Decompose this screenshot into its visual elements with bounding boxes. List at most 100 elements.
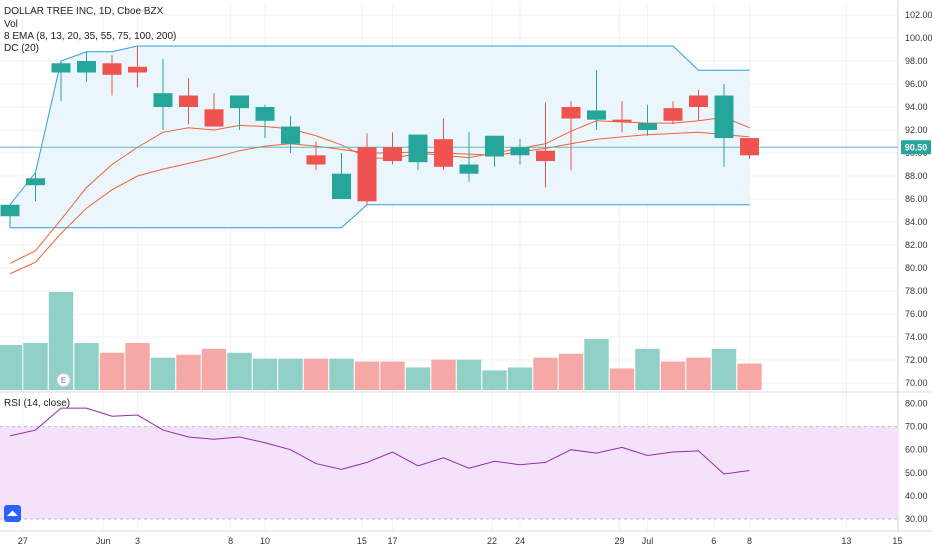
candle-body — [306, 155, 326, 165]
candle-body — [536, 150, 555, 162]
candle-body — [510, 147, 530, 156]
time-tick-label: 10 — [260, 536, 270, 546]
earnings-marker-label: E — [61, 376, 66, 385]
volume-bar — [125, 342, 150, 390]
volume-bar — [227, 352, 252, 390]
price-tick-label: 88.00 — [905, 171, 928, 181]
candle-body — [434, 139, 453, 167]
volume-bar — [0, 344, 23, 390]
rsi-tick-label: 40.00 — [905, 491, 928, 501]
candle-body — [0, 204, 20, 217]
volume-bar — [99, 352, 125, 390]
candle-body — [689, 95, 708, 107]
candle-body — [102, 63, 122, 75]
price-tick-label: 82.00 — [905, 240, 928, 250]
candle-body — [51, 63, 71, 73]
time-tick-label: 27 — [18, 536, 28, 546]
volume-bar — [150, 357, 176, 390]
rsi-band-fill — [0, 426, 898, 519]
volume-bar — [533, 357, 558, 390]
volume-bar — [456, 359, 482, 390]
volume-bar — [609, 368, 635, 390]
price-tick-label: 102.00 — [905, 10, 932, 20]
time-tick-label: 15 — [892, 536, 902, 546]
candle-body — [663, 108, 683, 121]
volume-bar — [635, 348, 660, 390]
time-tick-label: Jul — [642, 536, 654, 546]
time-tick-label: 29 — [614, 536, 624, 546]
time-tick-label: 3 — [135, 536, 140, 546]
volume-bar — [74, 342, 99, 390]
time-tick-label: 22 — [487, 536, 497, 546]
donchian-upper-line — [9, 45, 750, 206]
candle-body — [612, 119, 632, 122]
volume-bar — [584, 339, 609, 390]
earnings-marker-icon — [56, 373, 71, 387]
candle-body — [332, 173, 351, 199]
price-tick-label: 98.00 — [905, 56, 928, 66]
volume-bar — [329, 358, 354, 390]
time-tick-label: 24 — [515, 536, 525, 546]
price-tick-label: 72.00 — [905, 355, 928, 365]
rsi-tick-label: 70.00 — [905, 422, 928, 432]
price-badge-label: 90.50 — [905, 142, 928, 152]
candle-body — [714, 95, 734, 139]
candle-body — [459, 164, 479, 174]
donchian-channel-fill — [10, 46, 750, 228]
time-tick-label: 15 — [357, 536, 367, 546]
candle-body — [587, 110, 606, 120]
time-tick-label: 17 — [387, 536, 397, 546]
volume-bar — [558, 353, 584, 390]
price-tick-label: 94.00 — [905, 102, 928, 112]
volume-bar — [507, 367, 533, 390]
rsi-line — [9, 407, 750, 475]
candle-body — [561, 107, 581, 119]
time-tick-label: 6 — [711, 536, 716, 546]
symbol-title: DOLLAR TREE INC, 1D, Cboe BZX — [4, 6, 164, 17]
volume-bar — [23, 342, 48, 390]
volume-bar — [482, 370, 507, 390]
price-tick-label: 74.00 — [905, 332, 928, 342]
price-tick-label: 96.00 — [905, 79, 928, 89]
volume-bar — [278, 358, 303, 390]
rsi-tick-label: 30.00 — [905, 514, 928, 524]
ema-line — [9, 131, 750, 275]
volume-bar — [252, 358, 278, 390]
volume-bar — [201, 348, 227, 390]
candle-body — [740, 138, 759, 156]
price-tick-label: 76.00 — [905, 309, 928, 319]
ema-line — [9, 116, 750, 264]
time-tick-label: Jun — [96, 536, 111, 546]
price-tick-label: 92.00 — [905, 125, 928, 135]
volume-bar — [303, 358, 329, 390]
volume-bar — [431, 359, 456, 390]
rsi-tick-label: 60.00 — [905, 445, 928, 455]
candle-body — [230, 95, 249, 109]
price-badge — [901, 140, 931, 155]
candle-body — [179, 95, 198, 107]
candle-body — [255, 107, 275, 121]
rsi-tick-label: 50.00 — [905, 468, 928, 478]
tradingview-logo-icon[interactable] — [4, 505, 21, 522]
candle-body — [281, 126, 300, 144]
volume-bar — [660, 361, 686, 390]
candle-body — [26, 178, 45, 186]
candle-body — [383, 147, 402, 162]
price-tick-label: 78.00 — [905, 286, 928, 296]
volume-bar — [380, 361, 405, 390]
volume-bar — [737, 363, 762, 390]
candle-body — [638, 123, 657, 130]
volume-label: Vol — [4, 19, 18, 30]
price-tick-label: 70.00 — [905, 378, 928, 388]
price-tick-label: 86.00 — [905, 194, 928, 204]
candle-body — [153, 93, 173, 107]
time-tick-label: 8 — [228, 536, 233, 546]
candle-body — [408, 134, 428, 163]
donchian-lower-line — [10, 204, 750, 229]
candle-body — [77, 61, 96, 73]
price-tick-label: 80.00 — [905, 263, 928, 273]
candle-body — [204, 109, 224, 127]
volume-bar — [711, 348, 737, 390]
time-tick-label: 8 — [747, 536, 752, 546]
